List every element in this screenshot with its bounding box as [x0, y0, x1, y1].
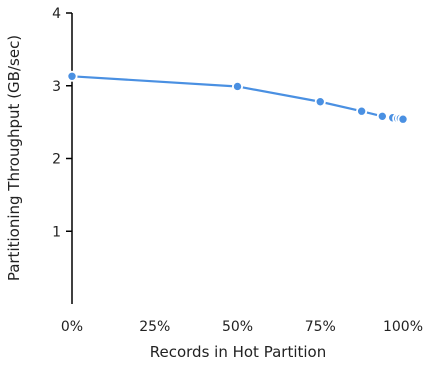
y-tick-label: 2 — [52, 152, 61, 168]
y-tick-label: 1 — [52, 224, 61, 240]
y-axis-title: Partitioning Throughput (GB/sec) — [5, 35, 23, 281]
y-tick-label: 3 — [52, 79, 61, 95]
x-tick-label: 25% — [139, 319, 170, 335]
y-axis-ticks: 1 2 3 4 — [52, 6, 72, 240]
data-point — [66, 70, 78, 82]
x-axis-ticks: 0% 25% 50% 75% 100% — [61, 319, 423, 335]
x-tick-label: 50% — [222, 319, 253, 335]
data-point — [376, 110, 388, 122]
data-point — [314, 96, 326, 108]
x-axis-title: Records in Hot Partition — [150, 343, 326, 361]
x-tick-label: 100% — [383, 319, 423, 335]
series-layer — [66, 70, 409, 125]
y-tick-label: 4 — [52, 6, 61, 22]
x-tick-label: 0% — [61, 319, 83, 335]
data-point — [356, 105, 368, 117]
data-point — [397, 113, 409, 125]
x-tick-label: 75% — [305, 319, 336, 335]
data-point — [231, 80, 243, 92]
